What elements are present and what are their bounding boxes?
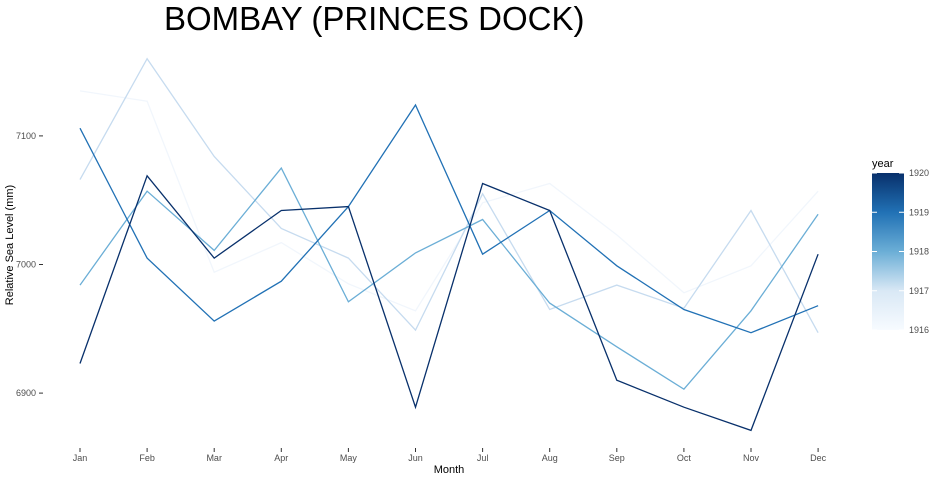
x-tick-label: Feb [139, 453, 155, 463]
x-axis: Jan Feb Mar Apr May Jun Jul Aug Sep Oct Nov Dec [73, 448, 827, 463]
y-tick-label: 7000 [16, 260, 36, 270]
x-tick-label: Dec [810, 453, 827, 463]
legend-tick-label: 1919 [909, 207, 929, 217]
y-axis: 6900 7000 7100 [16, 131, 43, 398]
series-line-1920 [79, 174, 819, 432]
legend-title: year [872, 158, 894, 170]
chart-title: BOMBAY (PRINCES DOCK) [164, 0, 585, 37]
legend-colorbar [872, 173, 904, 330]
x-tick-label: May [340, 453, 358, 463]
x-tick-label: Sep [609, 453, 625, 463]
x-tick-label: Jan [73, 453, 88, 463]
y-axis-title: Relative Sea Level (mm) [4, 185, 16, 305]
y-tick-label: 6900 [16, 388, 36, 398]
x-tick-label: Oct [677, 453, 692, 463]
series-line-1916 [79, 90, 819, 312]
series-line-1917 [79, 57, 819, 334]
plot-lines [79, 57, 819, 432]
x-tick-label: Jun [408, 453, 423, 463]
x-tick-label: Apr [274, 453, 288, 463]
legend-tick-label: 1916 [909, 325, 929, 335]
x-tick-label: Mar [206, 453, 222, 463]
x-tick-label: Nov [743, 453, 760, 463]
x-tick-label: Aug [542, 453, 558, 463]
y-tick-label: 7100 [16, 131, 36, 141]
series-line-1918 [79, 166, 819, 391]
legend-tick-label: 1918 [909, 247, 929, 257]
x-tick-label: Jul [477, 453, 489, 463]
legend-tick-label: 1920 [909, 168, 929, 178]
series-line-1919 [79, 103, 819, 334]
legend-ticks: 1916 1917 1918 1919 1920 [872, 168, 929, 335]
legend-tick-label: 1917 [909, 286, 929, 296]
color-legend: year 1916 1917 1918 1919 1920 [872, 158, 929, 335]
x-axis-title: Month [434, 464, 465, 476]
